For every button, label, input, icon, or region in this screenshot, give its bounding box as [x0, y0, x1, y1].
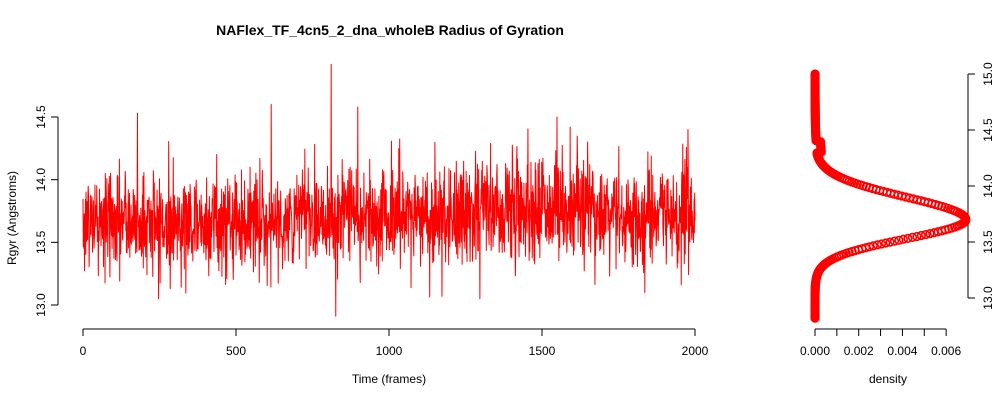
x-tick-label: 2000 [682, 344, 709, 358]
density-y-tick-label: 13.5 [981, 230, 995, 254]
density-point [876, 239, 887, 249]
rgyr-series-line [82, 63, 696, 317]
density-point [907, 232, 918, 242]
y-tick-label: 14.0 [34, 168, 48, 192]
density-point [810, 69, 820, 79]
y-axis-label: Rgyr (Angstroms) [5, 171, 19, 265]
density-point [925, 229, 935, 239]
density-x-tick-label: 0.004 [887, 344, 917, 358]
density-point [916, 230, 926, 241]
time-series-panel: 0 500 1000 1500 2000 13.0 13.5 14.0 14.5 Time (f… [5, 63, 709, 386]
density-point [868, 241, 878, 251]
density-y-tick-label: 15.0 [981, 62, 995, 86]
x-tick-label: 500 [226, 344, 246, 358]
density-x-tick-label: 0.000 [800, 344, 830, 358]
density-point [885, 237, 895, 247]
density-x-tick-label: 0.006 [931, 344, 961, 358]
density-point [881, 238, 891, 248]
density-x-tick-label: 0.002 [844, 344, 874, 358]
density-panel: 0.000 0.002 0.004 0.006 13.0 13.5 14.0 14.5 15.0… [800, 62, 995, 386]
x-tick-label: 1500 [529, 344, 556, 358]
density-point [889, 236, 900, 246]
rgyr-series-path [82, 63, 696, 317]
x-tick-label: 0 [80, 344, 87, 358]
y-tick-label: 13.0 [34, 293, 48, 317]
y-tick-label: 13.5 [34, 230, 48, 254]
density-x-axis-label: density [869, 372, 907, 386]
density-points [810, 69, 971, 323]
density-point [903, 233, 913, 243]
chart-title: NAFlex_TF_4cn5_2_dna_wholeB Radius of Gy… [216, 22, 564, 38]
density-point [894, 235, 904, 245]
density-y-tick-label: 14.5 [981, 118, 995, 142]
x-tick-label: 1000 [376, 344, 403, 358]
density-point [912, 231, 922, 242]
density-axes: 0.000 0.002 0.004 0.006 13.0 13.5 14.0 14.5 15.0 [800, 62, 995, 358]
x-axis-label: Time (frames) [352, 372, 426, 386]
density-point [898, 234, 909, 244]
density-y-tick-label: 13.0 [981, 286, 995, 310]
density-y-tick-label: 14.0 [981, 174, 995, 198]
y-tick-label: 14.5 [34, 105, 48, 129]
main-axes: 0 500 1000 1500 2000 13.0 13.5 14.0 14.5 [34, 105, 708, 358]
density-point [921, 229, 931, 240]
density-point [872, 240, 882, 250]
